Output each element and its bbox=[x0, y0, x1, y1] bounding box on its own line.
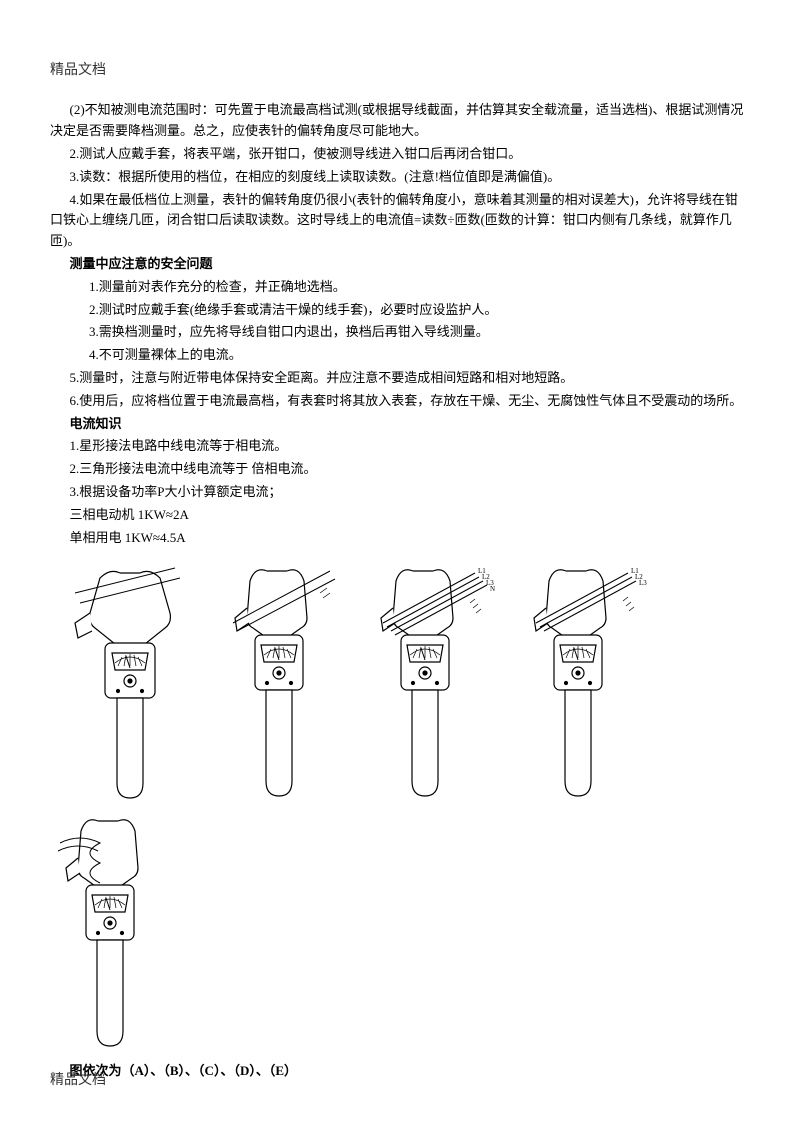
document-content: (2)不知被测电流范围时：可先置于电流最高档试测(或根据导线截面，并估算其安全载… bbox=[50, 100, 750, 1082]
clamp-meter-c: L1 L2 L3 N bbox=[375, 563, 508, 803]
clamp-meter-e bbox=[50, 813, 750, 1053]
section2-p4: 三相电动机 1KW≈2A bbox=[50, 505, 750, 526]
paragraph-6: 6.使用后，应将档位置于电流最高档，有表套时将其放入表套，存放在干燥、无尘、无腐… bbox=[50, 391, 750, 412]
clamp-meter-a bbox=[70, 563, 205, 803]
section1-title: 测量中应注意的安全问题 bbox=[50, 254, 750, 275]
section2-p2: 2.三角形接法电流中线电流等于 倍相电流。 bbox=[50, 459, 750, 480]
paragraph-2: 2.测试人应戴手套，将表平端，张开钳口，使被测导线进入钳口后再闭合钳口。 bbox=[50, 144, 750, 165]
section2-p1: 1.星形接法电路中线电流等于相电流。 bbox=[50, 436, 750, 457]
svg-text:L3: L3 bbox=[639, 579, 647, 587]
section1-p3: 3.需换档测量时，应先将导线自钳口内退出，换档后再钳入导线测量。 bbox=[50, 322, 750, 343]
page-header: 精品文档 bbox=[50, 60, 750, 82]
paragraph-3: 3.读数：根据所使用的档位，在相应的刻度线上读取读数。(注意!档位值即是满偏值)… bbox=[50, 167, 750, 188]
paragraph-5: 5.测量时，注意与附近带电体保持安全距离。并应注意不要造成相间短路和相对地短路。 bbox=[50, 368, 750, 389]
section1-p2: 2.测试时应戴手套(绝缘手套或清洁干燥的线手套)，必要时应设监护人。 bbox=[50, 300, 750, 321]
paragraph-1: (2)不知被测电流范围时：可先置于电流最高档试测(或根据导线截面，并估算其安全载… bbox=[50, 100, 750, 142]
svg-text:N: N bbox=[490, 585, 495, 593]
section1-p1: 1.测量前对表作充分的检查，并正确地选档。 bbox=[50, 277, 750, 298]
section2-title: 电流知识 bbox=[50, 414, 750, 435]
section2-p3: 3.根据设备功率P大小计算额定电流； bbox=[50, 482, 750, 503]
paragraph-4: 4.如果在最低档位上测量，表针的偏转角度仍很小(表针的偏转角度小，意味着其测量的… bbox=[50, 190, 750, 252]
clamp-meter-d: L1 L2 L3 bbox=[528, 563, 658, 803]
section2-p5: 单相用电 1KW≈4.5A bbox=[50, 528, 750, 549]
meters-bottom-row bbox=[50, 813, 750, 1053]
figure-label: 图依次为（A）、（B）、（C）、（D）、（E） bbox=[50, 1061, 750, 1082]
section1-p4: 4.不可测量裸体上的电流。 bbox=[50, 345, 750, 366]
page-footer: 精品文档 bbox=[50, 1070, 106, 1092]
meters-top-row: L1 L2 L3 N bbox=[50, 563, 750, 803]
clamp-meter-b bbox=[225, 563, 355, 803]
